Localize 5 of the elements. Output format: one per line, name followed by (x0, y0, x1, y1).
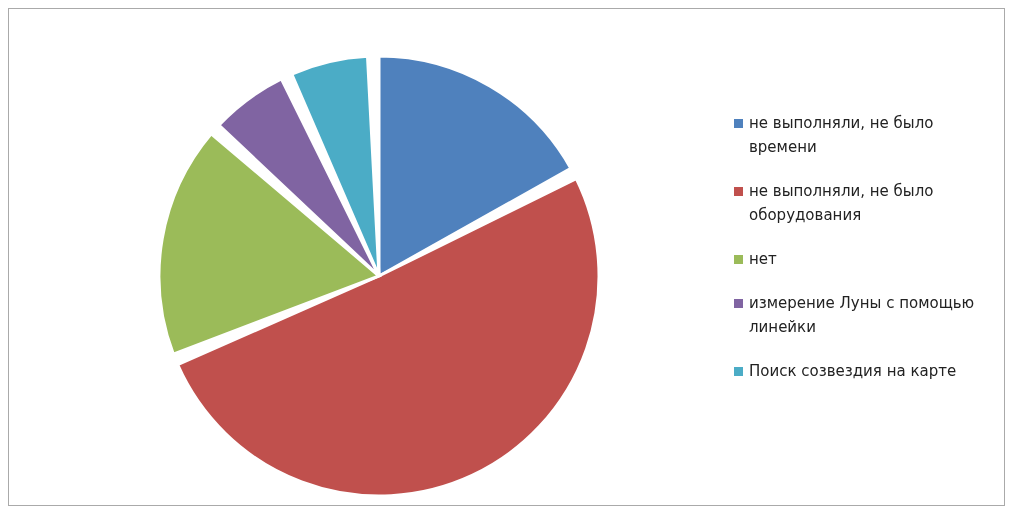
legend-label: нет (749, 249, 778, 270)
legend-label: Поиск созвездия на карте (749, 361, 958, 382)
legend-label: измерение Луны с помощью линейки (749, 293, 976, 338)
legend-label: не выполняли, не было оборудования (749, 181, 935, 226)
legend-label: не выполняли, не было времени (749, 113, 935, 158)
